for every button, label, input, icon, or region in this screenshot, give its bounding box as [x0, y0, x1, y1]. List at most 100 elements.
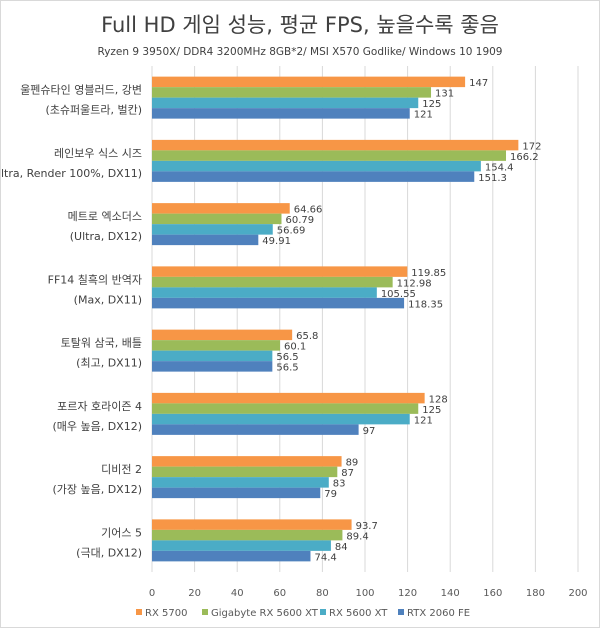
data-label: 84: [335, 542, 348, 553]
bar: [152, 403, 419, 414]
data-label: 147: [469, 78, 488, 89]
data-label: 56.5: [276, 363, 298, 374]
category-label: (가장 높음, DX12): [52, 483, 142, 496]
x-tick-label: 120: [398, 588, 417, 599]
bar: [152, 529, 343, 541]
data-label: 131: [435, 89, 454, 100]
x-tick-label: 80: [316, 588, 329, 599]
bar: [152, 392, 425, 404]
category-label: (Ultra, Render 100%, DX11): [0, 167, 142, 180]
x-tick-label: 140: [441, 588, 460, 599]
x-tick-label: 20: [188, 588, 201, 599]
x-tick-label: 0: [149, 588, 155, 599]
bar: [152, 550, 311, 562]
x-tick-label: 160: [483, 588, 502, 599]
data-label: 118.35: [408, 299, 443, 310]
bar: [152, 76, 466, 88]
legend-label: RX 5700: [145, 608, 187, 619]
category-label: 레인보우 식스 시즈: [54, 147, 142, 160]
bar: [152, 519, 352, 530]
data-label: 125: [422, 99, 441, 110]
category-label: (초슈퍼울트라, 벌칸): [45, 104, 142, 117]
legend-swatch: [320, 609, 326, 615]
bar: [152, 361, 273, 372]
category-label: (최고, DX11): [76, 357, 142, 370]
legend-label: RX 5600 XT: [329, 608, 388, 619]
bar: [152, 87, 432, 98]
data-label: 83: [333, 479, 346, 490]
data-label: 89: [346, 458, 359, 469]
bar: [152, 160, 481, 172]
data-label: 121: [414, 415, 433, 426]
x-tick-label: 200: [568, 588, 587, 599]
category-label: 메트로 엑소더스: [68, 210, 142, 223]
legend-label: RTX 2060 FE: [407, 608, 470, 619]
category-label: (Max, DX11): [74, 293, 142, 306]
chart-title: Full HD 게임 성능, 평균 FPS, 높을수록 좋음: [101, 13, 499, 37]
bar: [152, 171, 475, 182]
bar: [152, 350, 273, 362]
category-label: 울펜슈타인 영블러드, 강변: [20, 84, 142, 97]
data-label: 172: [522, 141, 541, 152]
bar: [152, 424, 359, 435]
bar: [152, 340, 281, 351]
chart-subtitle: Ryzen 9 3950X/ DDR4 3200MHz 8GB*2/ MSI X…: [97, 46, 502, 58]
x-tick-label: 40: [231, 588, 244, 599]
data-label: 60.1: [284, 342, 306, 353]
data-label: 105.55: [381, 289, 416, 300]
x-tick-label: 100: [355, 588, 374, 599]
data-label: 60.79: [285, 215, 314, 226]
legend-label: Gigabyte RX 5600 XT: [211, 608, 319, 619]
data-label: 119.85: [411, 268, 446, 279]
data-label: 125: [422, 405, 441, 416]
data-label: 56.5: [276, 352, 298, 363]
bar: [152, 287, 377, 298]
category-label: (극대, DX12): [76, 546, 142, 559]
bar: [152, 297, 405, 309]
category-label: 기어스 5: [101, 526, 142, 539]
legend-swatch: [202, 609, 208, 615]
category-label: FF14 칠흑의 반역자: [48, 272, 142, 286]
category-label: 디비전 2: [101, 463, 142, 476]
bar: [152, 456, 342, 467]
bar: [152, 413, 410, 425]
bar: [152, 224, 273, 235]
category-label: (Ultra, DX12): [70, 230, 142, 243]
category-label: 포르자 호라이즌 4: [57, 400, 142, 413]
x-tick-label: 60: [273, 588, 286, 599]
data-label: 151.3: [478, 173, 507, 184]
data-label: 166.2: [510, 152, 539, 163]
data-label: 74.4: [314, 552, 336, 563]
data-label: 93.7: [356, 521, 378, 532]
bar: [152, 139, 519, 151]
data-label: 97: [363, 426, 376, 437]
bar: [152, 266, 408, 277]
data-label: 65.8: [296, 331, 318, 342]
bar: [152, 477, 329, 488]
data-label: 56.69: [277, 226, 306, 237]
data-label: 87: [341, 468, 354, 479]
legend-swatch: [136, 609, 142, 615]
legend-swatch: [398, 609, 404, 615]
bar: [152, 466, 338, 478]
data-label: 121: [414, 110, 433, 121]
data-label: 79: [324, 489, 337, 500]
bar: [152, 97, 419, 109]
bar: [152, 276, 393, 288]
bar: [152, 213, 282, 225]
bar: [152, 540, 331, 551]
data-label: 112.98: [397, 278, 432, 289]
bar: [152, 487, 321, 499]
category-label: (매우 높음, DX12): [52, 420, 142, 433]
bar: [152, 203, 290, 214]
bar: [152, 108, 410, 119]
bar: [152, 329, 293, 341]
category-label: 토탈워 삼국, 배틀: [61, 337, 142, 350]
data-label: 128: [429, 394, 448, 405]
data-label: 49.91: [262, 236, 291, 247]
bar: [152, 150, 507, 161]
data-label: 64.66: [294, 205, 323, 216]
data-label: 154.4: [485, 162, 514, 173]
bar: [152, 234, 259, 246]
